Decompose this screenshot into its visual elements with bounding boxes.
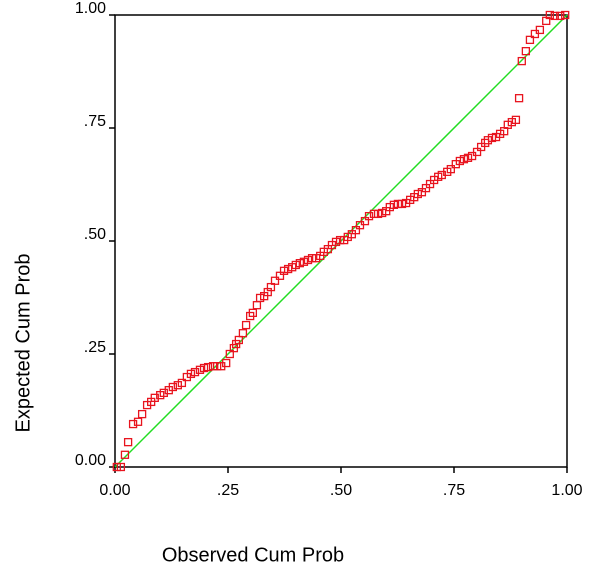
point (556, 11, 565, 21)
point (248, 308, 258, 318)
point (270, 276, 280, 285)
point (168, 382, 178, 392)
point (525, 35, 535, 45)
point (517, 56, 526, 66)
point (150, 393, 159, 402)
point (535, 25, 545, 35)
point (116, 462, 126, 472)
point (511, 115, 521, 125)
point (120, 450, 130, 459)
point (521, 47, 531, 56)
point (241, 320, 251, 330)
point (514, 94, 524, 103)
y-tick-label: .75 (84, 113, 106, 130)
point (561, 10, 570, 20)
x-tick-label: .25 (217, 482, 239, 499)
point (128, 419, 138, 429)
point (364, 211, 374, 221)
point (545, 10, 554, 20)
point (190, 367, 200, 377)
point (203, 362, 213, 372)
point (252, 301, 262, 310)
y-tick-label: 0.00 (75, 452, 106, 469)
point (481, 138, 490, 148)
point (133, 417, 143, 426)
y-tick-label: .25 (84, 339, 106, 356)
point (137, 409, 147, 419)
x-tick-label: 0.00 (99, 482, 130, 499)
point (446, 164, 455, 174)
point (238, 329, 248, 338)
x-axis-title: Observed Cum Prob (162, 544, 344, 566)
point (123, 437, 133, 447)
point (222, 358, 231, 368)
x-tick-label: .50 (330, 482, 352, 499)
x-tick-label: .75 (443, 482, 465, 499)
y-tick-label: .50 (84, 226, 106, 243)
x-tick-label: 1.00 (551, 482, 582, 499)
point (159, 388, 168, 398)
point (177, 378, 187, 388)
point (550, 11, 559, 21)
y-axis-title: Expected Cum Prob (12, 254, 34, 433)
y-tick-label: 1.00 (75, 0, 106, 17)
